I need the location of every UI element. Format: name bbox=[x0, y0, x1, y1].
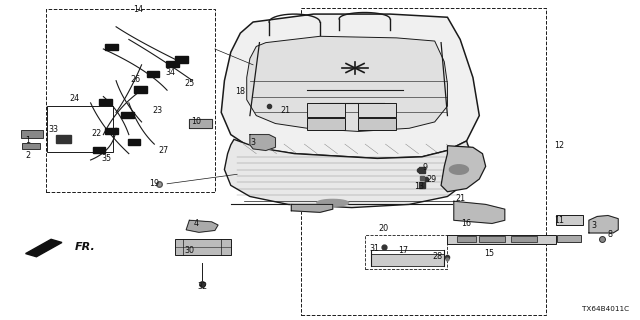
Polygon shape bbox=[147, 70, 159, 77]
Polygon shape bbox=[166, 61, 179, 68]
Text: 28: 28 bbox=[433, 252, 443, 261]
Text: 4: 4 bbox=[193, 219, 198, 228]
Polygon shape bbox=[105, 44, 118, 50]
Text: 18: 18 bbox=[236, 87, 245, 96]
Text: 15: 15 bbox=[484, 249, 494, 258]
Polygon shape bbox=[246, 36, 447, 132]
Text: 34: 34 bbox=[165, 68, 175, 77]
Text: 3: 3 bbox=[251, 138, 255, 147]
Polygon shape bbox=[457, 236, 476, 243]
Polygon shape bbox=[556, 215, 582, 225]
Text: 11: 11 bbox=[554, 216, 564, 225]
Text: 33: 33 bbox=[49, 125, 59, 134]
Polygon shape bbox=[225, 140, 473, 208]
Polygon shape bbox=[447, 235, 556, 244]
Polygon shape bbox=[99, 99, 111, 105]
Polygon shape bbox=[358, 103, 396, 117]
Polygon shape bbox=[175, 56, 188, 63]
Text: 19: 19 bbox=[149, 179, 159, 188]
Polygon shape bbox=[307, 103, 346, 117]
Polygon shape bbox=[175, 239, 231, 255]
Polygon shape bbox=[56, 135, 72, 142]
Polygon shape bbox=[134, 86, 147, 93]
Text: 12: 12 bbox=[554, 141, 564, 150]
Text: 29: 29 bbox=[426, 174, 436, 184]
Text: 17: 17 bbox=[398, 246, 408, 255]
Text: 35: 35 bbox=[102, 154, 111, 163]
Text: 22: 22 bbox=[92, 129, 102, 138]
Text: 21: 21 bbox=[280, 106, 290, 115]
Text: 3: 3 bbox=[591, 220, 596, 229]
Polygon shape bbox=[454, 201, 505, 223]
Text: 24: 24 bbox=[70, 94, 80, 103]
Text: 14: 14 bbox=[133, 5, 143, 14]
Text: 1: 1 bbox=[26, 136, 31, 146]
Polygon shape bbox=[105, 128, 118, 134]
Text: 25: 25 bbox=[184, 79, 195, 88]
Polygon shape bbox=[358, 118, 396, 130]
Polygon shape bbox=[449, 165, 468, 174]
Text: FR.: FR. bbox=[75, 242, 95, 252]
Polygon shape bbox=[22, 142, 40, 149]
Text: 27: 27 bbox=[159, 146, 169, 155]
Text: 13: 13 bbox=[414, 182, 424, 191]
Polygon shape bbox=[307, 118, 346, 130]
Polygon shape bbox=[26, 239, 62, 257]
Text: 21: 21 bbox=[455, 194, 465, 203]
Text: 10: 10 bbox=[191, 117, 201, 126]
Polygon shape bbox=[93, 147, 105, 153]
Text: 23: 23 bbox=[152, 106, 163, 115]
Text: 30: 30 bbox=[184, 246, 195, 255]
Text: 31: 31 bbox=[369, 244, 379, 253]
Polygon shape bbox=[221, 14, 479, 158]
Text: 32: 32 bbox=[197, 282, 207, 292]
Text: 16: 16 bbox=[461, 219, 472, 228]
Polygon shape bbox=[441, 146, 486, 192]
Text: 26: 26 bbox=[130, 75, 140, 84]
Polygon shape bbox=[479, 236, 505, 243]
Text: 20: 20 bbox=[379, 224, 388, 233]
Polygon shape bbox=[557, 235, 581, 242]
Text: 9: 9 bbox=[422, 164, 428, 172]
Text: 2: 2 bbox=[26, 151, 31, 160]
Polygon shape bbox=[371, 253, 444, 266]
Polygon shape bbox=[127, 139, 140, 145]
Polygon shape bbox=[186, 220, 218, 232]
Text: 8: 8 bbox=[607, 230, 612, 239]
Polygon shape bbox=[189, 119, 212, 128]
Polygon shape bbox=[589, 215, 618, 233]
Polygon shape bbox=[20, 130, 43, 138]
Polygon shape bbox=[317, 199, 349, 206]
Polygon shape bbox=[121, 112, 134, 118]
Polygon shape bbox=[511, 236, 537, 243]
Polygon shape bbox=[250, 135, 275, 150]
Text: TX64B4011C: TX64B4011C bbox=[582, 306, 629, 312]
Polygon shape bbox=[291, 204, 333, 212]
